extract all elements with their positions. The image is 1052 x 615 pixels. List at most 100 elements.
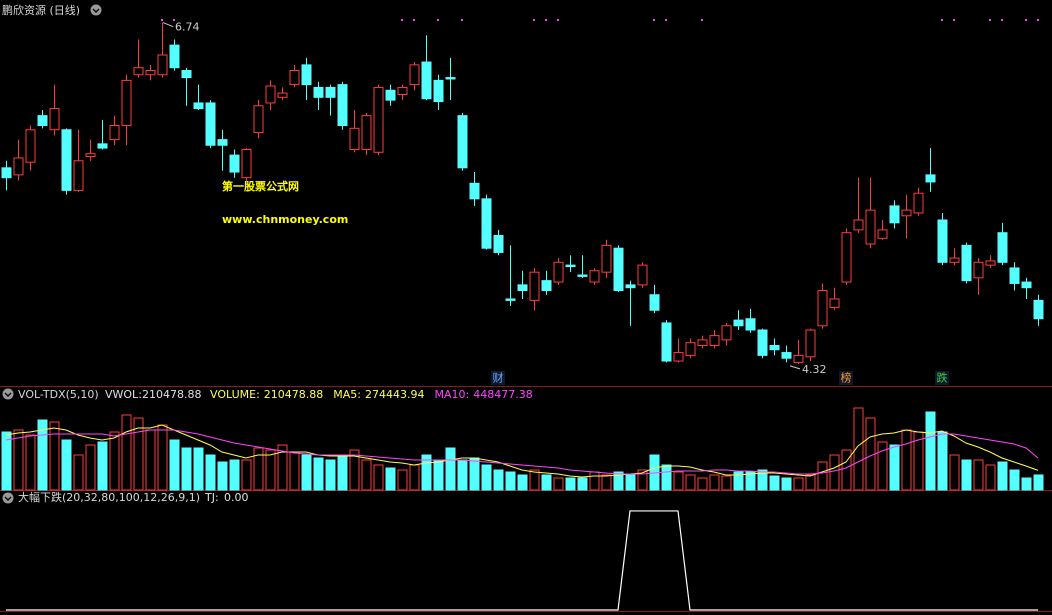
volume-bar xyxy=(301,454,312,491)
signal-dot xyxy=(989,19,991,21)
watermark: www.chnmoney.com xyxy=(222,213,348,226)
candle-body xyxy=(517,284,528,292)
volume-bar xyxy=(385,467,396,491)
dropdown-icon[interactable] xyxy=(2,388,14,400)
signal-dot xyxy=(401,19,403,21)
readout-value: 0.00 xyxy=(224,491,249,504)
signal-dot xyxy=(545,19,547,21)
candle-body xyxy=(817,290,828,327)
signal-dot xyxy=(173,19,175,21)
candle-body xyxy=(721,325,732,341)
volume-bar xyxy=(433,459,444,491)
volume-bar xyxy=(685,474,696,491)
legend-label: MA5: xyxy=(333,388,361,401)
volume-bar xyxy=(853,407,864,491)
candle-body xyxy=(493,235,504,253)
volume-bar xyxy=(937,431,948,491)
candle-body xyxy=(829,298,840,308)
candle-body xyxy=(889,205,900,224)
volume-bar xyxy=(589,471,600,491)
candle-body xyxy=(937,219,948,263)
volume-bar xyxy=(517,474,528,491)
volume-bar xyxy=(793,477,804,491)
candle-body xyxy=(157,54,168,76)
candle-body xyxy=(265,85,276,104)
signal-dot xyxy=(1037,19,1039,21)
volume-bar xyxy=(37,419,48,491)
volume-bar xyxy=(757,469,768,491)
candle-body xyxy=(13,157,24,176)
candle-body xyxy=(85,153,96,158)
candle-body xyxy=(421,61,432,100)
legend-label: MA10: xyxy=(435,388,470,401)
dropdown-icon[interactable] xyxy=(2,492,14,504)
volume-bar xyxy=(529,469,540,491)
candle-body xyxy=(49,108,60,131)
volume-bar xyxy=(361,459,372,491)
volume-bar xyxy=(661,464,672,491)
candle-body xyxy=(97,143,108,149)
candle-body xyxy=(409,64,420,86)
event-badge xyxy=(491,371,505,385)
candle-body xyxy=(577,274,588,277)
candle-body xyxy=(1033,299,1044,320)
readout-label: TJ: xyxy=(204,491,219,504)
volume-bar xyxy=(445,447,456,491)
volume-bar xyxy=(961,459,972,491)
volume-bar xyxy=(889,444,900,491)
candle-body xyxy=(205,102,216,146)
volume-bar xyxy=(1021,477,1032,491)
candle-body xyxy=(601,244,612,273)
candle-body xyxy=(373,86,384,153)
volume-bar xyxy=(337,454,348,491)
candle-body xyxy=(73,160,84,191)
candle-body xyxy=(25,129,36,163)
panel-title: 大幅下跌(20,32,80,100,12,26,9,1) xyxy=(18,490,200,504)
signal-dot xyxy=(701,19,703,21)
volume-bar xyxy=(769,475,780,491)
volume-bar xyxy=(349,449,360,491)
volume-bar xyxy=(217,461,228,491)
readout-label: VWOL: xyxy=(105,388,142,401)
candle-body xyxy=(349,127,360,150)
candle-body xyxy=(709,335,720,347)
volume-bar xyxy=(577,477,588,491)
volume-bar xyxy=(745,471,756,491)
candle-body xyxy=(745,318,756,331)
signal-dot xyxy=(1001,19,1003,21)
candle-body xyxy=(361,115,372,150)
candle-body xyxy=(757,329,768,356)
candle-body xyxy=(541,280,552,292)
candle-body xyxy=(649,294,660,311)
volume-bar xyxy=(949,454,960,491)
volume-bar xyxy=(133,417,144,491)
candle-body xyxy=(217,139,228,146)
volume-bar xyxy=(241,459,252,491)
candle-body xyxy=(1,167,12,179)
volume-bar xyxy=(325,459,336,491)
volume-bar xyxy=(181,447,192,491)
dropdown-icon[interactable] xyxy=(90,4,102,16)
candle-body xyxy=(277,92,288,98)
volume-bar xyxy=(1009,469,1020,491)
candle-body xyxy=(1009,267,1020,284)
candle-body xyxy=(997,232,1008,263)
legend-value: 448477.38 xyxy=(473,388,533,401)
signal-dot xyxy=(653,19,655,21)
candle-body xyxy=(433,79,444,103)
annotation-pointer xyxy=(162,22,174,28)
signal-dot xyxy=(953,19,955,21)
volume-bar xyxy=(541,474,552,491)
volume-bar xyxy=(13,429,24,491)
candle-body xyxy=(685,342,696,356)
volume-bar xyxy=(829,454,840,491)
candle-body xyxy=(193,102,204,110)
volume-bar xyxy=(397,469,408,491)
candle-body xyxy=(481,198,492,249)
candle-body xyxy=(229,154,240,173)
candle-body xyxy=(121,79,132,127)
candle-body xyxy=(553,261,564,283)
volume-bar xyxy=(205,454,216,491)
